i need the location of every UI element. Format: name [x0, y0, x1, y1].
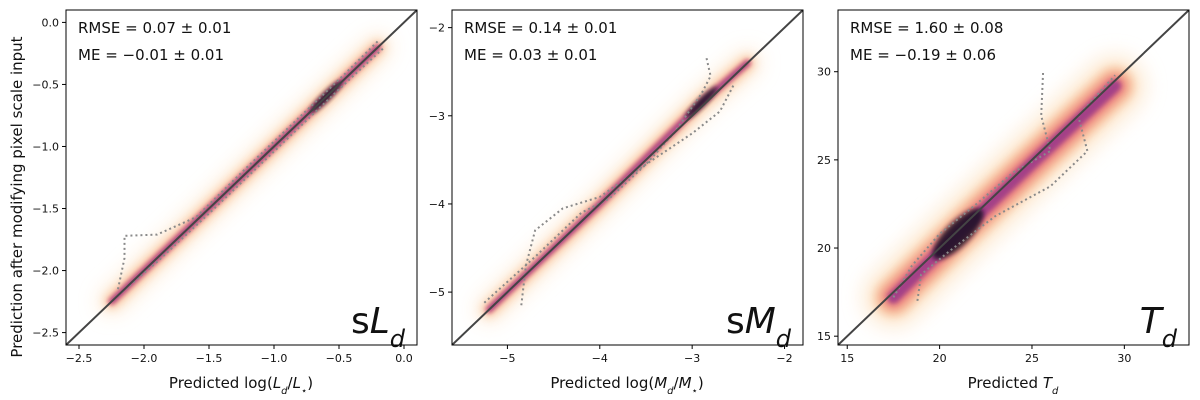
- contour-lower-line: [520, 84, 735, 306]
- y-tick-label: 15: [817, 330, 831, 343]
- panel-label: sLd: [351, 301, 406, 353]
- x-axis-label: Predicted log(Ld/L⋆): [169, 374, 313, 397]
- contour-lower-line: [117, 46, 386, 297]
- contour-upper-line: [483, 55, 712, 304]
- y-tick-label: 25: [817, 154, 831, 167]
- y-tick-label: −1.5: [32, 203, 59, 216]
- y-tick-label: −4: [429, 198, 445, 211]
- density-peak: [685, 86, 718, 119]
- x-tick-label: −5: [499, 352, 515, 365]
- y-tick-label: 20: [817, 242, 831, 255]
- density-band: [887, 79, 1122, 304]
- y-tick-label: 0.0: [42, 16, 60, 29]
- plot-frame: [837, 9, 1190, 346]
- density-peak: [932, 208, 984, 260]
- x-tick-label: −0.5: [326, 352, 353, 365]
- panel-Td: 15 20 25 30 15 20 25 30 RMSE = 1.60 ± 0.08 ME …: [817, 9, 1190, 397]
- me-annotation: ME = −0.19 ± 0.06: [850, 46, 996, 64]
- x-tick-label: 25: [1025, 352, 1039, 365]
- contour-lower-line: [916, 74, 1116, 302]
- figure-y-label: Prediction after modifying pixel scale i…: [8, 36, 26, 357]
- contour-upper-line: [892, 71, 1052, 298]
- y-tick-label: −2.0: [32, 265, 59, 278]
- plot-frame: [65, 9, 418, 346]
- x-tick-label: 15: [840, 352, 854, 365]
- y-tick-label: 30: [817, 66, 831, 79]
- one-to-one-line: [838, 10, 1189, 345]
- one-to-one-line: [66, 10, 417, 345]
- y-tick-label: −3: [429, 110, 445, 123]
- y-tick-label: −5: [429, 286, 445, 299]
- density-map: [862, 54, 1147, 329]
- x-tick-label: 20: [933, 352, 947, 365]
- x-tick-label: −1.0: [261, 352, 288, 365]
- x-tick-label: −2: [776, 352, 792, 365]
- x-tick-label: −2.5: [66, 352, 93, 365]
- x-tick-label: 30: [1117, 352, 1131, 365]
- y-tick-label: −1.0: [32, 140, 59, 153]
- panel-sMd: −5 −4 −3 −2 −5 −4 −3 −2 RMSE = 0.14 ± 0.01 ME …: [429, 9, 804, 397]
- panel-label: sMd: [726, 301, 792, 353]
- x-axis-label: Predicted log(Md/M⋆): [550, 374, 703, 397]
- me-annotation: ME = 0.03 ± 0.01: [464, 46, 597, 64]
- rmse-annotation: RMSE = 0.14 ± 0.01: [464, 19, 617, 37]
- y-tick-label: −2: [429, 22, 445, 35]
- rmse-annotation: RMSE = 0.07 ± 0.01: [78, 19, 231, 37]
- x-tick-label: −3: [684, 352, 700, 365]
- x-tick-label: 0.0: [395, 352, 413, 365]
- one-to-one-line: [452, 10, 803, 345]
- me-annotation: ME = −0.01 ± 0.01: [78, 46, 224, 64]
- y-tick-label: −2.5: [32, 327, 59, 340]
- plot-frame: [451, 9, 804, 346]
- y-tick-label: −0.5: [32, 78, 59, 91]
- x-tick-label: −4: [592, 352, 608, 365]
- x-tick-label: −2.0: [131, 352, 158, 365]
- panel-label: Td: [1140, 301, 1178, 353]
- contour-upper-line: [117, 40, 379, 290]
- x-axis-label: Predicted Td: [968, 374, 1059, 397]
- x-tick-label: −1.5: [196, 352, 223, 365]
- rmse-annotation: RMSE = 1.60 ± 0.08: [850, 19, 1003, 37]
- panel-sLd: −2.5 −2.0 −1.5 −1.0 −0.5 0.0 −2.5 −2.0 −1.5 −1.0…: [32, 9, 418, 397]
